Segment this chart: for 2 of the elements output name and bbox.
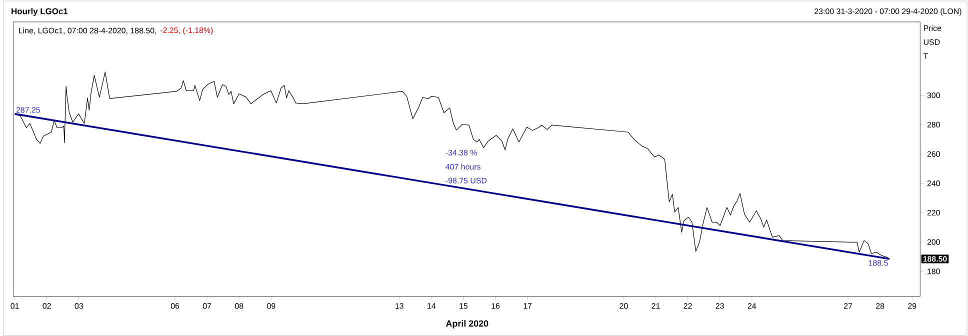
chart-title: Hourly LGOc1 [12,8,68,16]
x-axis-title: April 2020 [446,320,488,328]
